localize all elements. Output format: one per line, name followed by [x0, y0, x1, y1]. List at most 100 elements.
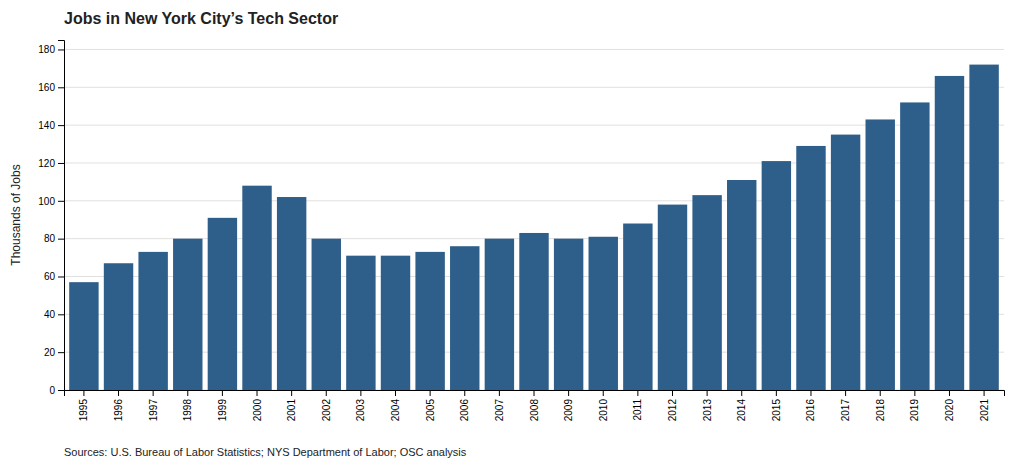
bar	[589, 237, 618, 390]
x-tick-mark	[395, 390, 396, 396]
x-tick: 1998	[182, 390, 193, 421]
x-tick: 2007	[494, 390, 505, 421]
x-tick-mark	[914, 390, 915, 396]
bar	[727, 180, 756, 390]
x-tick-mark	[291, 390, 292, 396]
bar	[866, 119, 895, 390]
bar	[346, 256, 375, 390]
grid	[64, 49, 1004, 390]
y-axis-line	[58, 41, 65, 391]
bar	[138, 252, 167, 390]
bar	[173, 239, 202, 390]
y-tick-mark	[58, 201, 64, 202]
y-tick: 120	[38, 158, 64, 169]
x-tick: 2015	[771, 390, 782, 421]
bar	[692, 195, 721, 390]
bars	[69, 65, 999, 390]
y-tick-label: 20	[44, 347, 56, 358]
x-tick: 2012	[667, 390, 678, 421]
x-tick: 2016	[805, 390, 816, 421]
y-tick: 180	[38, 44, 64, 55]
x-tick-mark	[153, 390, 154, 396]
x-tick: 2011	[632, 390, 643, 421]
x-tick: 2004	[390, 390, 401, 421]
x-tick-mark	[776, 390, 777, 396]
x-tick: 2010	[598, 390, 609, 421]
bar	[312, 239, 341, 390]
x-tick-label: 1996	[113, 399, 124, 422]
x-tick: 2019	[909, 390, 920, 421]
bar	[208, 218, 237, 390]
y-tick: 60	[44, 271, 64, 282]
x-tick-mark	[118, 390, 119, 396]
x-tick-mark	[845, 390, 846, 396]
x-axis-line	[65, 391, 1005, 397]
source-note: Sources: U.S. Bureau of Labor Statistics…	[64, 446, 467, 458]
y-axis: 020406080100120140160180	[38, 41, 64, 396]
x-tick-label: 2018	[875, 399, 886, 422]
x-tick-mark	[741, 390, 742, 396]
chart: 0204060801001201401601801995199619971998…	[0, 0, 1024, 462]
x-tick-label: 1995	[78, 399, 89, 422]
bar	[277, 197, 306, 390]
x-tick: 2002	[321, 390, 332, 421]
x-tick-mark	[568, 390, 569, 396]
x-tick-label: 2007	[494, 399, 505, 422]
y-tick-label: 0	[49, 385, 55, 396]
x-tick-label: 2008	[529, 399, 540, 422]
x-tick-label: 2017	[840, 399, 851, 422]
x-tick: 1995	[78, 390, 89, 421]
x-tick-label: 2011	[632, 399, 643, 421]
grid-line	[64, 200, 1004, 201]
x-tick-label: 1999	[217, 399, 228, 422]
grid-line	[64, 87, 1004, 88]
x-tick-label: 2019	[909, 399, 920, 422]
y-tick-mark	[58, 314, 64, 315]
x-tick-mark	[603, 390, 604, 396]
x-tick: 2014	[736, 390, 747, 421]
x-tick: 1996	[113, 390, 124, 421]
x-axis: 1995199619971998199920002001200220032004…	[65, 390, 1005, 421]
x-tick-label: 2002	[321, 399, 332, 422]
x-tick-label: 1997	[148, 399, 159, 422]
x-tick-label: 1998	[182, 399, 193, 422]
y-axis-title: Thousands of Jobs	[9, 164, 23, 265]
x-tick: 2009	[563, 390, 574, 421]
x-tick-label: 2010	[598, 399, 609, 422]
x-tick-mark	[637, 390, 638, 396]
y-tick: 20	[44, 347, 64, 358]
y-tick-label: 100	[38, 196, 55, 207]
x-tick-mark	[672, 390, 673, 396]
x-tick: 1997	[148, 390, 159, 421]
x-tick-label: 2020	[944, 399, 955, 422]
grid-line	[64, 125, 1004, 126]
x-tick-label: 2001	[286, 399, 297, 422]
y-tick-mark	[58, 49, 64, 50]
y-tick: 100	[38, 196, 64, 207]
bar	[762, 161, 791, 390]
x-tick-mark	[187, 390, 188, 396]
x-tick-label: 2000	[252, 399, 263, 422]
bar	[831, 135, 860, 390]
x-tick: 2000	[252, 390, 263, 421]
x-tick: 1999	[217, 390, 228, 421]
y-tick: 40	[44, 309, 64, 320]
x-tick-label: 2004	[390, 399, 401, 422]
bar	[900, 102, 929, 390]
x-tick-label: 2012	[667, 399, 678, 422]
x-tick: 2017	[840, 390, 851, 421]
x-tick-mark	[949, 390, 950, 396]
bar	[554, 239, 583, 390]
bar	[415, 252, 444, 390]
y-tick-label: 160	[38, 82, 55, 93]
x-tick: 2008	[529, 390, 540, 421]
bar	[485, 239, 514, 390]
x-tick-mark	[326, 390, 327, 396]
x-tick-mark	[360, 390, 361, 396]
x-tick-mark	[430, 390, 431, 396]
y-tick-mark	[58, 352, 64, 353]
x-tick: 2006	[459, 390, 470, 421]
y-tick: 160	[38, 82, 64, 93]
x-tick-mark	[880, 390, 881, 396]
bar	[450, 246, 479, 390]
